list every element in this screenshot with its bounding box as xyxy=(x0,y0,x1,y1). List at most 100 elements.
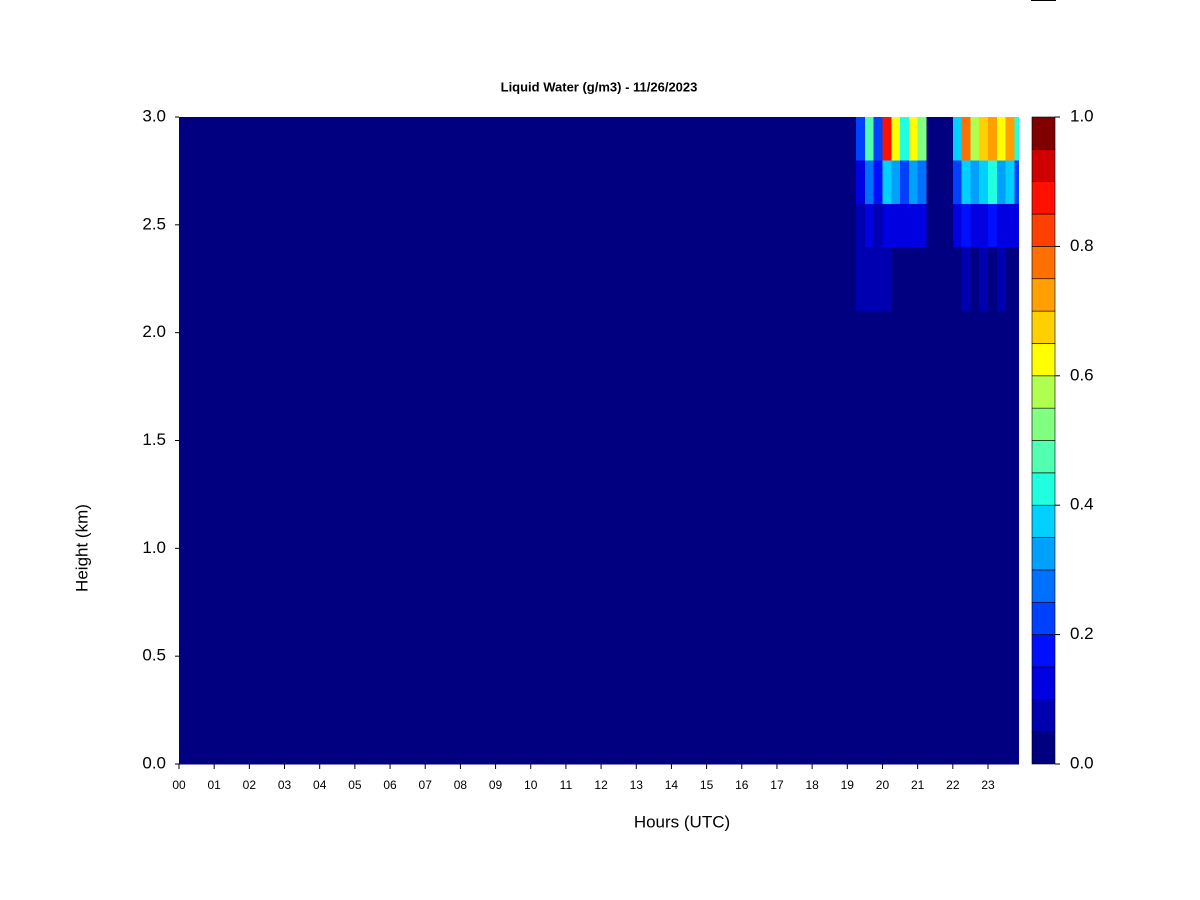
colorbar-band xyxy=(1031,472,1056,506)
heat-cell xyxy=(864,246,875,312)
heat-cell xyxy=(979,548,989,765)
heat-cell xyxy=(935,397,954,485)
heat-cell xyxy=(988,203,998,247)
heat-cell xyxy=(979,117,989,161)
heat-cell xyxy=(961,203,971,247)
x-tick-label: 15 xyxy=(700,778,714,792)
x-tick-label: 23 xyxy=(981,778,995,792)
heat-cell xyxy=(996,117,1007,161)
heat-cell xyxy=(979,397,989,485)
heat-cell xyxy=(856,117,866,161)
heat-cell xyxy=(1005,246,1015,312)
heat-cell xyxy=(935,246,954,312)
colorbar-band xyxy=(1031,310,1056,344)
heat-cell xyxy=(882,483,892,549)
heat-cell xyxy=(1005,117,1015,161)
heat-cell xyxy=(979,203,989,247)
heat-cell xyxy=(856,548,866,765)
heat-cell xyxy=(970,117,980,161)
heat-cell xyxy=(996,246,1007,312)
x-tick-label: 09 xyxy=(489,778,503,792)
heat-cell xyxy=(996,548,1007,765)
heat-cell xyxy=(891,246,901,312)
heat-cell xyxy=(179,548,840,765)
heat-cell xyxy=(961,548,971,765)
heat-cell xyxy=(900,203,910,247)
heat-cell xyxy=(996,311,1007,398)
heat-cell xyxy=(935,160,954,204)
x-tick-label: 04 xyxy=(313,778,327,792)
heat-cell xyxy=(1014,203,1020,247)
colorbar-tick-label: 0.0 xyxy=(1070,753,1094,772)
heat-cell xyxy=(891,160,901,204)
heat-cell xyxy=(970,203,980,247)
heat-cell xyxy=(864,397,875,485)
x-tick-label: 21 xyxy=(911,778,925,792)
heat-cell xyxy=(873,160,883,204)
heat-cell xyxy=(961,160,971,204)
heat-cell xyxy=(838,397,857,485)
x-tick-label: 17 xyxy=(770,778,784,792)
heat-cell xyxy=(179,246,840,312)
colorbar-band xyxy=(1031,149,1056,183)
heat-cell xyxy=(988,483,998,549)
heat-cell xyxy=(891,311,901,398)
x-tick-label: 03 xyxy=(278,778,292,792)
y-tick-label: 0.5 xyxy=(142,646,166,665)
heat-cell xyxy=(1014,246,1020,312)
heat-cell xyxy=(908,483,919,549)
heat-cell xyxy=(873,203,883,247)
y-tick-label: 0.0 xyxy=(142,753,166,772)
heat-cell xyxy=(1014,548,1020,765)
colorbar-band xyxy=(1031,343,1056,377)
heat-cell xyxy=(838,483,857,549)
heat-cell xyxy=(873,246,883,312)
x-tick-label: 08 xyxy=(454,778,468,792)
heat-cell xyxy=(179,397,840,485)
x-tick-label: 16 xyxy=(735,778,749,792)
heat-cell xyxy=(908,160,919,204)
heat-cell xyxy=(961,483,971,549)
y-tick-label: 2.5 xyxy=(142,214,166,233)
heat-cell xyxy=(1014,483,1020,549)
colorbar-band xyxy=(1031,440,1056,474)
x-tick-label: 14 xyxy=(665,778,679,792)
heat-cell xyxy=(1014,160,1020,204)
heat-cell xyxy=(917,483,927,549)
heat-cell xyxy=(935,117,954,161)
heat-cell xyxy=(908,548,919,765)
chart-title: Liquid Water (g/m3) - 11/26/2023 xyxy=(501,79,698,94)
heat-cell xyxy=(961,311,971,398)
colorbar-band xyxy=(1031,407,1056,441)
heat-cell xyxy=(900,246,910,312)
heat-cell xyxy=(935,548,954,765)
heat-cell xyxy=(900,311,910,398)
heat-cell xyxy=(179,483,840,549)
heat-cell xyxy=(873,397,883,485)
heat-cell xyxy=(179,203,840,247)
heat-cell xyxy=(900,548,910,765)
heat-cell xyxy=(1005,548,1015,765)
heat-cell xyxy=(970,483,980,549)
heat-cell xyxy=(838,246,857,312)
heat-cell xyxy=(917,117,927,161)
heat-cell xyxy=(961,397,971,485)
x-tick-label: 11 xyxy=(560,778,573,792)
x-tick-label: 22 xyxy=(946,778,960,792)
heat-cell xyxy=(926,160,936,204)
y-tick-label: 1.0 xyxy=(142,538,166,557)
x-tick-label: 06 xyxy=(383,778,397,792)
heat-cell xyxy=(900,160,910,204)
heat-cell xyxy=(952,246,963,312)
heat-cell xyxy=(838,160,857,204)
heat-cell xyxy=(996,160,1007,204)
heat-cell xyxy=(979,311,989,398)
heat-cell xyxy=(970,246,980,312)
heat-cell xyxy=(988,117,998,161)
y-tick-label: 3.0 xyxy=(142,106,166,125)
heat-cell xyxy=(988,311,998,398)
heat-cell xyxy=(970,311,980,398)
heat-cell xyxy=(952,117,963,161)
colorbar-band xyxy=(1031,181,1056,215)
heat-cell xyxy=(882,548,892,765)
